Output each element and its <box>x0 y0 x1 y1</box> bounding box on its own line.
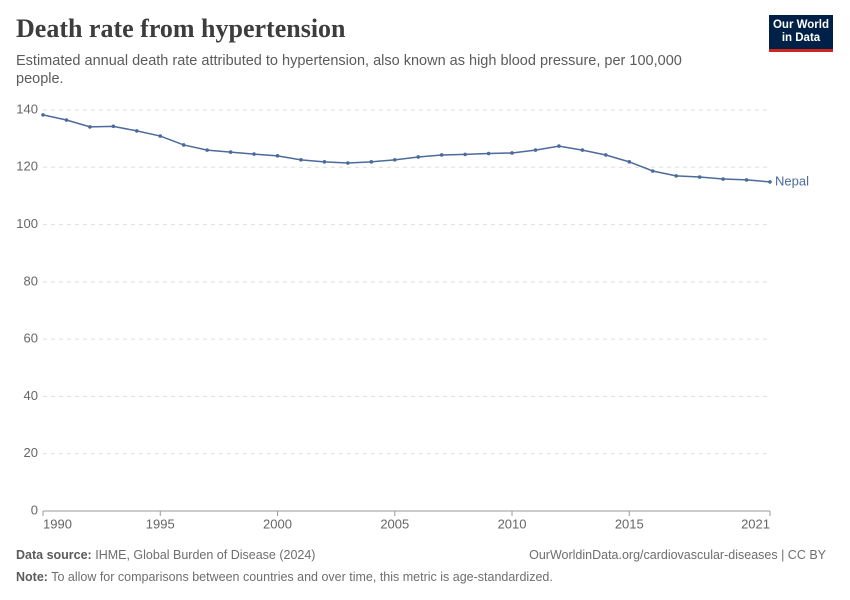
note: To allow for comparisons between countri… <box>51 570 553 584</box>
point <box>674 174 678 178</box>
x-tick-label: 1990 <box>43 516 72 531</box>
series-label: Nepal <box>775 173 809 188</box>
point <box>64 118 69 122</box>
point <box>299 158 303 162</box>
x-tick-label: 2015 <box>615 516 644 531</box>
y-tick-label: 120 <box>16 159 38 174</box>
x-tick-label: 2000 <box>263 516 292 531</box>
point <box>557 144 561 148</box>
x-tick-label: 2010 <box>498 516 527 531</box>
note-label: Note: <box>16 570 48 584</box>
point <box>346 161 350 165</box>
source-label: Data source: <box>16 548 92 562</box>
x-tick-label: 2021 <box>741 516 770 531</box>
point <box>533 148 538 152</box>
x-tick-label: 1995 <box>146 516 175 531</box>
point <box>627 160 632 164</box>
point <box>369 160 374 164</box>
y-tick-label: 20 <box>24 445 38 460</box>
point <box>510 151 514 155</box>
point <box>135 129 139 133</box>
point <box>650 169 655 173</box>
point <box>111 124 116 129</box>
line <box>42 114 771 183</box>
point <box>416 155 421 159</box>
point <box>486 151 491 156</box>
point <box>158 134 163 138</box>
point <box>744 178 749 182</box>
chart-subtitle: Estimated annual death rate attributed t… <box>16 53 682 87</box>
point <box>463 152 467 157</box>
point <box>275 154 280 158</box>
point <box>392 158 397 162</box>
point <box>181 143 186 147</box>
y-tick-label: 0 <box>31 502 38 517</box>
point <box>721 177 725 181</box>
logo-line: in Data <box>781 32 821 44</box>
x-tick-label: 2005 <box>380 516 409 531</box>
point <box>228 150 233 154</box>
y-tick-label: 60 <box>24 331 38 346</box>
source-line: Data source: IHME, Global Burden of Dise… <box>16 548 315 562</box>
point <box>697 175 702 179</box>
y-tick-label: 80 <box>24 273 38 288</box>
url[interactable]: OurWorldinData.org/cardiovascular-diseas… <box>529 548 826 562</box>
point <box>768 180 772 184</box>
source: IHME, Global Burden of Disease (2024) <box>95 548 316 562</box>
point <box>205 148 209 152</box>
point <box>88 125 92 129</box>
point <box>439 153 444 157</box>
chart-title: Death rate from hypertension <box>16 14 346 43</box>
y-tick-label: 40 <box>24 388 38 403</box>
point <box>322 160 327 164</box>
y-tick-label: 100 <box>16 216 38 231</box>
point <box>41 113 45 117</box>
logo-line: Our World <box>772 19 829 31</box>
note-line: Note: To allow for comparisons between c… <box>16 570 553 584</box>
logo[interactable]: Our World in Data <box>769 15 833 52</box>
point <box>580 148 585 152</box>
point <box>604 153 608 157</box>
y-tick-label: 140 <box>16 101 38 116</box>
point <box>252 152 256 156</box>
